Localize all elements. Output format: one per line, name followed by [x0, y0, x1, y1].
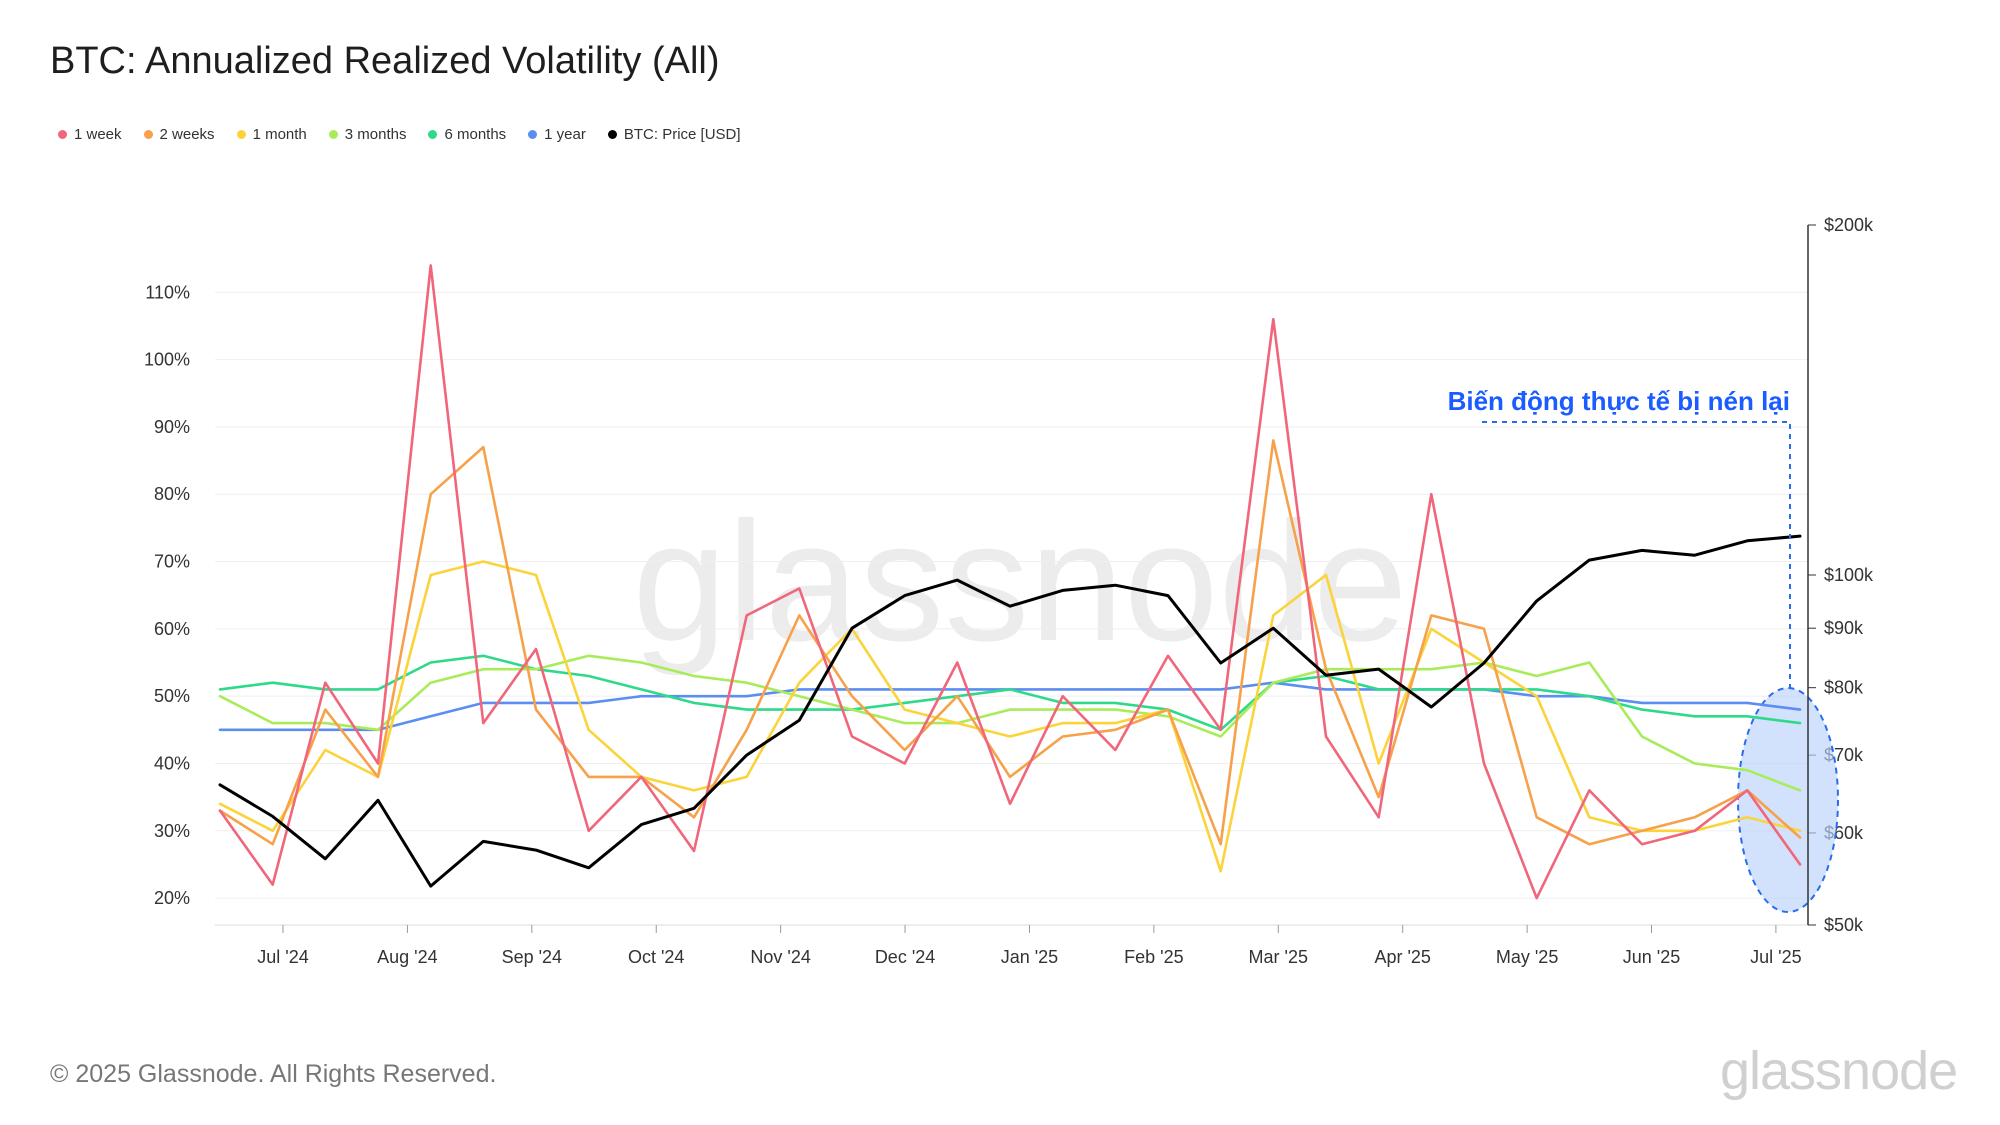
legend-label: 1 week	[74, 126, 122, 143]
series-line-3-months	[218, 654, 1802, 792]
series-line-1-month	[218, 560, 1802, 873]
y-right-tick-label: $90k	[1824, 618, 1864, 638]
legend-label: 6 months	[444, 126, 507, 143]
y-left-tick-label: 20%	[154, 888, 190, 908]
x-tick-label: May '25	[1496, 947, 1558, 967]
legend-label: 2 weeks	[159, 126, 215, 143]
legend-item-2-weeks[interactable]: 2 weeks	[143, 126, 215, 143]
copyright-footer: © 2025 Glassnode. All Rights Reserved.	[50, 1060, 497, 1088]
series-line-6-months	[218, 654, 1802, 732]
y-left-tick-label: 70%	[154, 552, 190, 572]
x-tick-label: Aug '24	[377, 947, 438, 967]
annotation-leader	[1482, 421, 1791, 690]
x-tick-label: Feb '25	[1124, 947, 1183, 967]
series-line-1-week	[218, 264, 1802, 900]
y-left-tick-label: 40%	[154, 753, 190, 773]
x-tick-label: Nov '24	[750, 947, 810, 967]
x-tick-label: Mar '25	[1249, 947, 1308, 967]
y-left-tick-label: 80%	[154, 484, 190, 504]
legend-label: 1 year	[544, 126, 586, 143]
series-lines	[218, 264, 1802, 900]
legend-item-1-year[interactable]: 1 year	[528, 126, 586, 143]
legend-item-btc-price[interactable]: BTC: Price [USD]	[607, 126, 741, 143]
x-tick-label: Sep '24	[502, 947, 563, 967]
y-axis-left: 20% 30% 40% 50% 60% 70% 80% 90% 100% 110%	[144, 282, 190, 908]
annotation-text: Biến động thực tế bị nén lại	[1448, 386, 1790, 416]
x-tick-label: Jul '24	[257, 947, 308, 967]
watermark-text: glassnode	[632, 487, 1407, 677]
series-line-btc-price-usd	[218, 534, 1802, 888]
legend-dot-icon	[143, 130, 153, 139]
legend-dot-icon	[328, 130, 338, 139]
y-right-tick-label: $200k	[1824, 215, 1874, 235]
legend-item-1-month[interactable]: 1 month	[236, 126, 307, 143]
chart-title: BTC: Annualized Realized Volatility (All…	[50, 40, 720, 82]
legend-item-3-months[interactable]: 3 months	[328, 126, 407, 143]
y-left-tick-label: 50%	[154, 686, 190, 706]
highlight-ellipse	[1737, 687, 1839, 913]
x-tick-label: Jun '25	[1623, 947, 1680, 967]
y-left-tick-label: 90%	[154, 417, 190, 437]
brand-logo: glassnode	[1720, 1041, 1958, 1101]
y-left-tick-label: 100%	[144, 350, 190, 370]
legend: 1 week 2 weeks 1 month 3 months 6 months…	[58, 126, 741, 143]
legend-dot-icon	[58, 130, 67, 139]
y-right-tick-label: $80k	[1824, 678, 1864, 698]
legend-label: BTC: Price [USD]	[623, 126, 741, 143]
y-left-tick-label: 60%	[154, 619, 190, 639]
x-tick-label: Jul '25	[1750, 947, 1801, 967]
y-left-tick-label: 110%	[145, 282, 190, 302]
x-tick-label: Jan '25	[1001, 947, 1058, 967]
legend-dot-icon	[607, 130, 617, 139]
legend-item-6-months[interactable]: 6 months	[428, 126, 506, 143]
legend-item-1-week[interactable]: 1 week	[58, 126, 122, 143]
legend-label: 3 months	[344, 126, 407, 143]
legend-dot-icon	[236, 130, 246, 139]
y-left-tick-label: 30%	[154, 821, 190, 841]
y-axis-right: $50k$60k$70k$80k$90k$100k$200k	[1808, 215, 1874, 935]
legend-dot-icon	[428, 130, 438, 139]
series-line-2-weeks	[218, 439, 1802, 846]
y-right-tick-label: $50k	[1824, 915, 1864, 935]
x-axis: Jul '24 Aug '24 Sep '24 Oct '24 Nov '24 Dec '…	[257, 925, 1802, 967]
x-tick-label: Dec '24	[875, 947, 935, 967]
legend-label: 1 month	[252, 126, 307, 143]
y-right-tick-label: $100k	[1824, 565, 1874, 585]
x-tick-label: Apr '25	[1374, 947, 1430, 967]
legend-dot-icon	[528, 130, 538, 139]
x-tick-label: Oct '24	[628, 947, 684, 967]
